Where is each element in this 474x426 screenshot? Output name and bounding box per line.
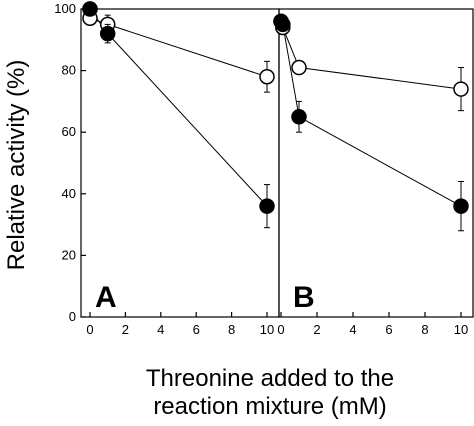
panel-label: A (95, 281, 117, 314)
series-line (280, 21, 462, 207)
y-tick-label: 0 (69, 309, 76, 324)
x-tick-label: 2 (313, 322, 320, 337)
series-line (280, 21, 462, 90)
data-point-filled (275, 16, 291, 33)
data-point-open (453, 81, 469, 97)
panel-frame (278, 8, 474, 318)
y-tick-label: 80 (62, 63, 76, 78)
panel-b: 0 2 4 6 8 10 B (273, 8, 474, 337)
x-tick-label: 6 (385, 322, 392, 337)
y-axis-label: Relative activity (%) (3, 60, 30, 271)
x-tick-label: 8 (421, 322, 428, 337)
x-tick-label: 10 (454, 322, 468, 337)
data-point-open (291, 59, 307, 76)
data-point-open (259, 69, 275, 85)
panel-a: 0 20 40 60 80 100 0 2 4 6 8 10 A (54, 1, 280, 337)
data-point-filled (453, 198, 469, 214)
data-point-filled (259, 198, 275, 214)
x-axis-label-line2: reaction mixture (mM) (153, 393, 386, 420)
panel-label: B (293, 281, 315, 314)
y-tick-label: 40 (62, 186, 76, 201)
series-line (89, 8, 268, 207)
x-axis-label-line1: Threonine added to the (146, 365, 394, 392)
data-point-filled (99, 25, 116, 42)
x-tick-label: 4 (157, 322, 164, 337)
panel-frame (80, 8, 280, 318)
y-tick-label: 100 (54, 1, 76, 16)
x-tick-label: 2 (122, 322, 129, 337)
x-tick-label: 6 (193, 322, 200, 337)
y-tick-label: 20 (62, 247, 76, 262)
x-tick-label: 4 (349, 322, 356, 337)
x-tick-label: 10 (260, 322, 274, 337)
data-point-filled (82, 1, 98, 17)
x-tick-label: 0 (277, 322, 284, 337)
data-point-filled (291, 109, 307, 125)
x-tick-label: 8 (228, 322, 235, 337)
x-tick-label: 0 (86, 322, 93, 337)
y-tick-label: 60 (62, 124, 76, 139)
